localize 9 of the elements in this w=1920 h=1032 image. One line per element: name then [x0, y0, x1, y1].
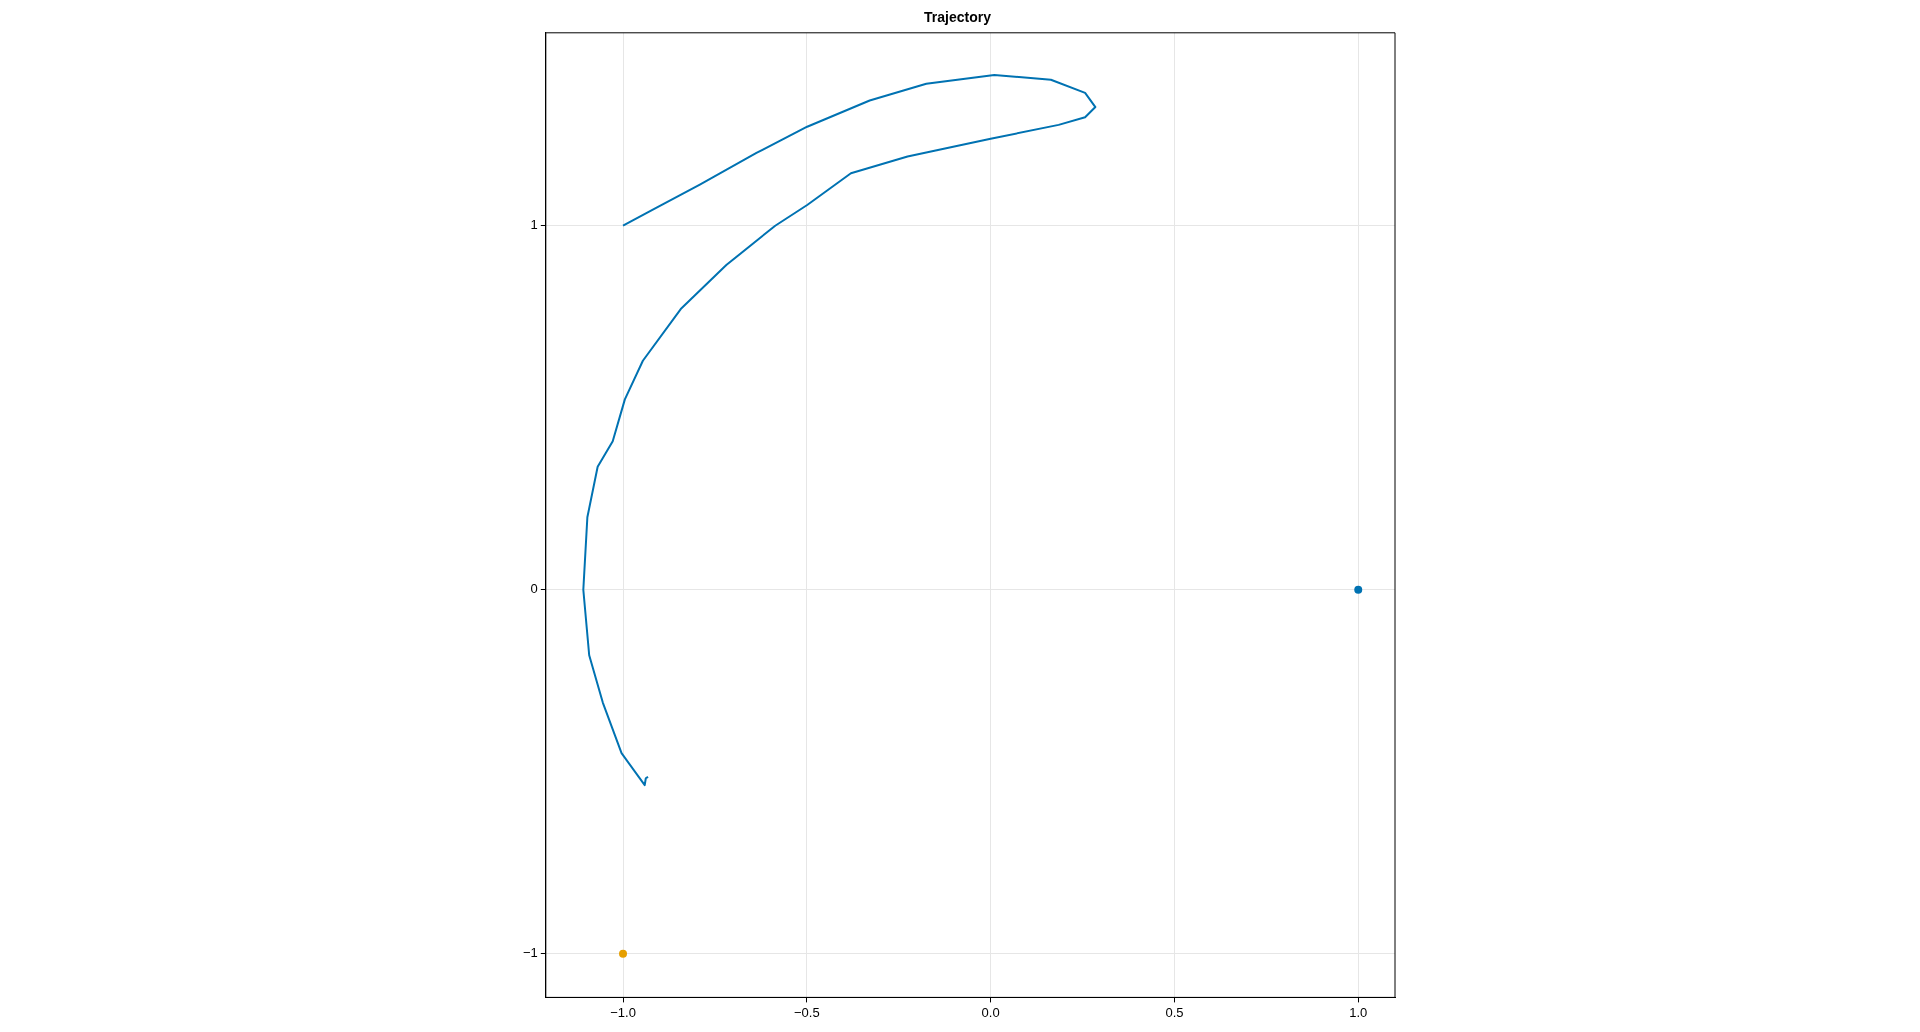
y-tick-label: 0 [530, 581, 538, 597]
x-tick-label: −1.0 [610, 1004, 636, 1020]
y-tick-label: 1 [530, 217, 538, 233]
chart-title: Trajectory [924, 9, 992, 26]
y-tick-label: −1 [522, 945, 538, 961]
x-tick-label: −0.5 [793, 1004, 820, 1020]
x-tick-label: 0.5 [1165, 1004, 1184, 1020]
x-tick-label: 0.0 [981, 1004, 1000, 1020]
x-tick-label: 1.0 [1349, 1004, 1368, 1020]
